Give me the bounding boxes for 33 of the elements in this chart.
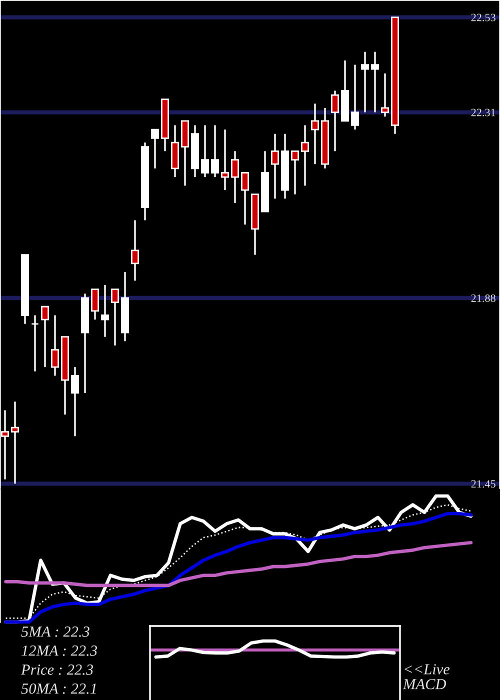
text: <<Live MACD <box>402 664 450 690</box>
text: Price : 22.3 <box>20 664 94 675</box>
candlestick <box>41 306 49 368</box>
candlestick <box>211 124 219 178</box>
text: 5MA : 22.3 <box>21 626 90 637</box>
candlestick <box>231 150 239 204</box>
candlestick <box>361 50 369 114</box>
candlestick <box>71 366 79 438</box>
candlestick <box>301 124 309 187</box>
candlestick <box>91 288 99 320</box>
y-tick-label: 21.45 <box>471 480 496 488</box>
candlestick <box>381 72 389 118</box>
candlestick <box>31 314 39 372</box>
candlestick <box>241 172 249 226</box>
candlestick <box>351 64 359 130</box>
candlestick <box>131 219 139 282</box>
candlestick <box>111 288 119 346</box>
candlestick <box>371 50 379 114</box>
candlestick <box>221 128 229 191</box>
candlestick <box>201 124 209 178</box>
candlestick <box>271 133 279 200</box>
candlestick <box>291 150 299 196</box>
y-tick-label: 21.88 <box>471 294 496 302</box>
text: 12MA : 22.3 <box>22 646 97 656</box>
candlestick <box>11 400 19 485</box>
candlestick <box>151 128 159 170</box>
candlestick <box>311 102 319 165</box>
candlestick <box>51 314 59 377</box>
candlestick <box>331 90 339 152</box>
text: 50MA : 22.1 <box>21 684 96 694</box>
candlestick <box>101 284 109 338</box>
y-tick-label: 22.53 <box>471 14 496 22</box>
y-tick-label: 22.31 <box>471 108 496 116</box>
